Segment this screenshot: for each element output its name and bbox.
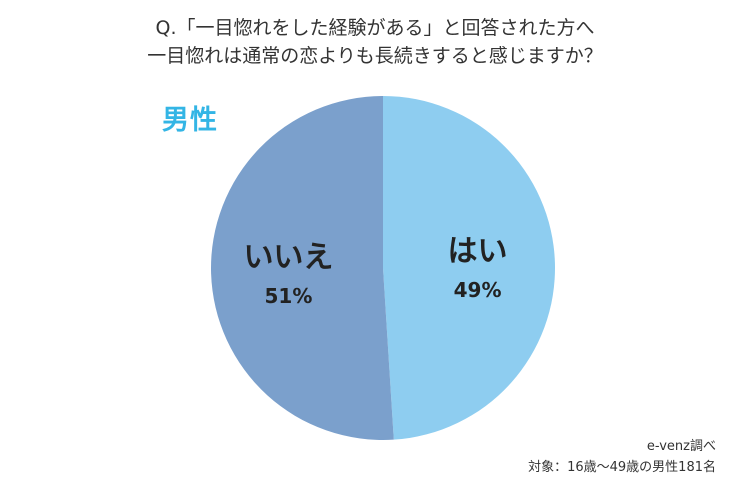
slice-label-yes: はい (448, 234, 508, 269)
question-title: Q.「一目惚れをした経験がある」と回答された方へ 一目惚れは通常の恋よりも長続き… (0, 14, 750, 70)
source-note: e-venz調べ (646, 439, 716, 454)
slice-value-no: 51% (265, 284, 313, 308)
slice-value-yes: 49% (454, 278, 502, 302)
question-line-1: Q.「一目惚れをした経験がある」と回答された方へ (155, 17, 595, 39)
pie-slice-no (210, 96, 394, 440)
slice-label-no: いいえ (243, 240, 333, 275)
sample-note: 対象：16歳〜49歳の男性181名 (528, 460, 716, 475)
question-line-2: 一目惚れは通常の恋よりも長続きすると感じますか？ (147, 45, 603, 67)
group-label: 男性 (162, 105, 218, 136)
pie-slice-yes (383, 96, 555, 440)
